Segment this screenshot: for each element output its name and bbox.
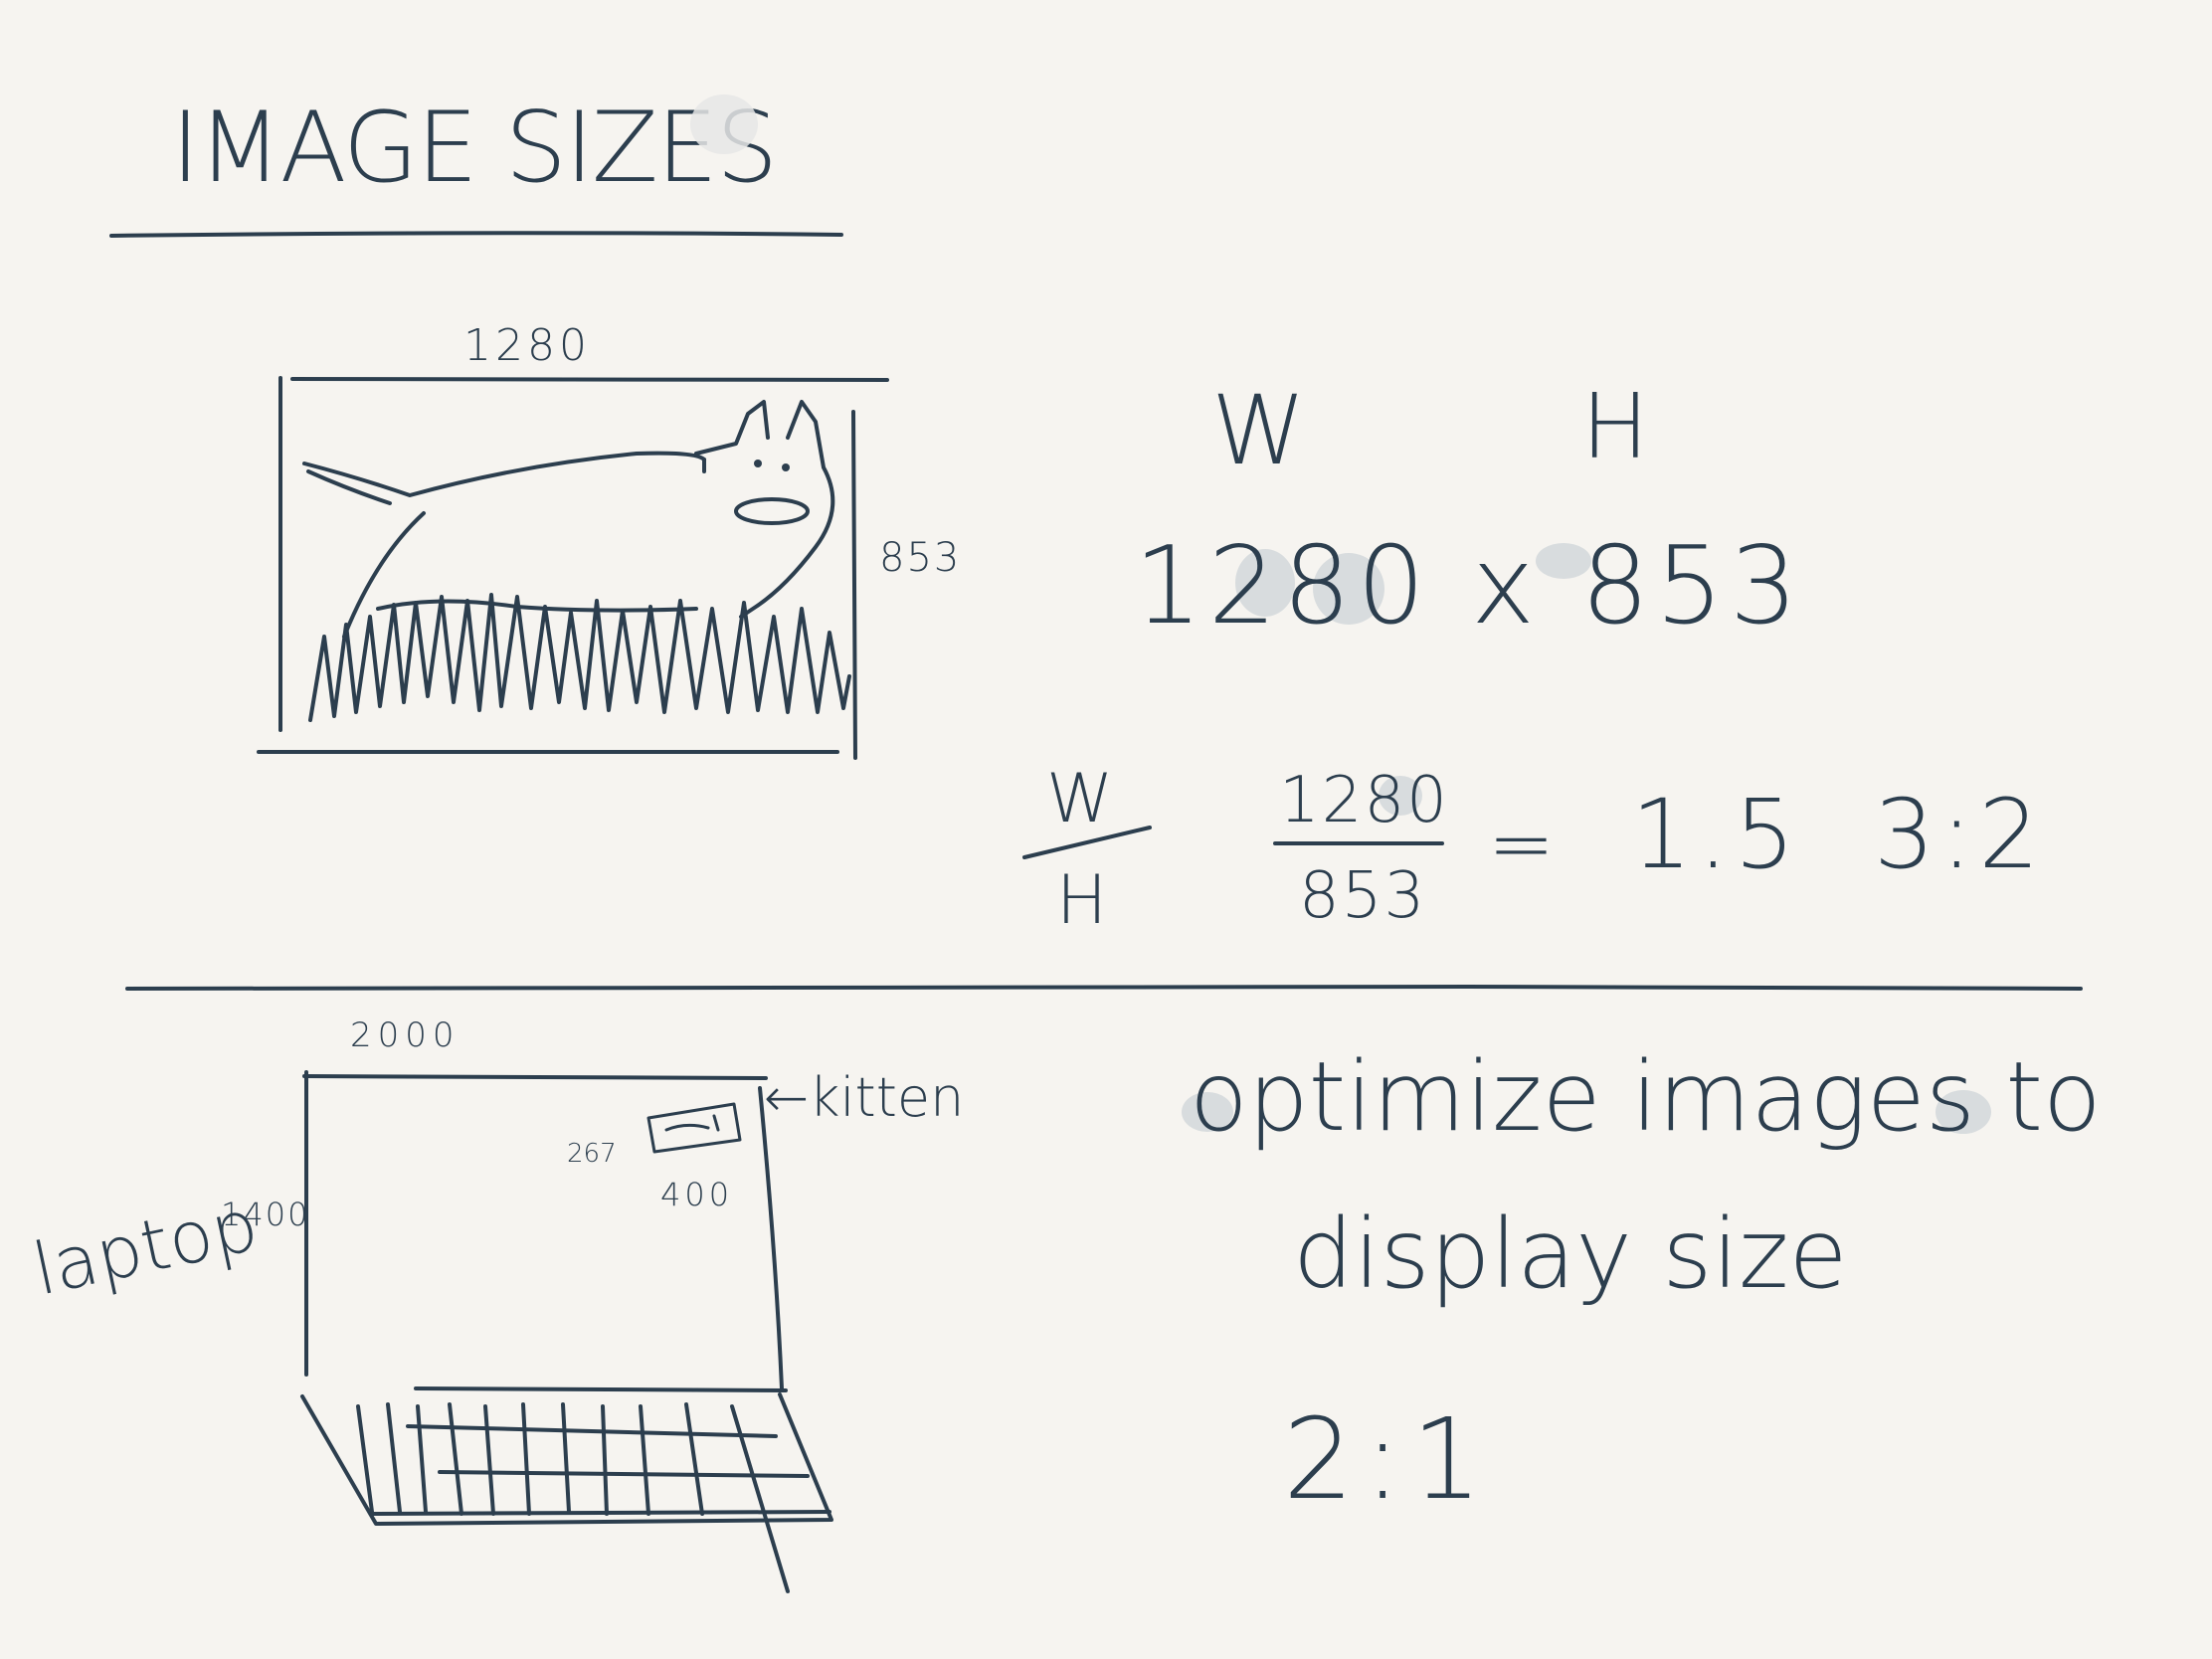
keyboard-keys [356,1402,790,1593]
highlight-blob [1936,1090,1991,1134]
fraction-w: W [1046,760,1113,838]
highlight-blob [1313,553,1384,625]
fraction-bar-wh [1022,826,1152,859]
ratio-label-3-2: 3:2 [1874,779,2046,890]
note-line-2: display size [1293,1198,1848,1310]
cat-eye-left [754,460,762,467]
screen-width-label: 2000 [350,1015,461,1055]
eraser-smudge [690,94,758,154]
screen-height-label: 1400 [221,1196,309,1233]
cat-mouth [734,497,810,525]
highlight-blob [1182,1092,1233,1132]
h-header: H [1581,375,1649,479]
fraction-numerator: 1280 [1279,764,1449,837]
w-header: W [1211,375,1306,486]
cat-picture-sketch [257,376,889,760]
cat-back [302,451,706,497]
kitten-box [646,1102,742,1154]
laptop-sketch [300,1070,833,1593]
equals-sign: = [1488,798,1555,890]
highlight-blob [1379,776,1422,816]
image-width-label: 1280 [463,320,591,371]
fraction-h: H [1056,861,1107,940]
grass-scribble [308,593,851,722]
cat-eye-right [782,463,790,471]
highlight-blob [1235,549,1295,617]
title-underline [109,231,843,238]
page-title: IMAGE SIZES [171,92,776,205]
note-line-1: optimize images to [1190,1041,2102,1153]
device-label: laptop [26,1183,265,1312]
fraction-denominator: 853 [1299,859,1426,933]
kitten-arrow-label: ←kitten [764,1066,964,1129]
highlight-blob [1536,543,1591,579]
section-divider [125,985,2083,991]
ratio-label-2-1: 2:1 [1283,1395,1492,1525]
image-height-label: 853 [879,535,961,581]
cat-hind-leg [342,511,426,639]
dimension-expression: 1280 x 853 [1134,524,1804,648]
ratio-value: 1.5 [1631,779,1801,890]
keyboard-rows [370,1424,831,1516]
kitten-height-label: 267 [567,1139,617,1169]
kitten-width-label: 400 [660,1176,733,1213]
cat-head [694,400,835,619]
